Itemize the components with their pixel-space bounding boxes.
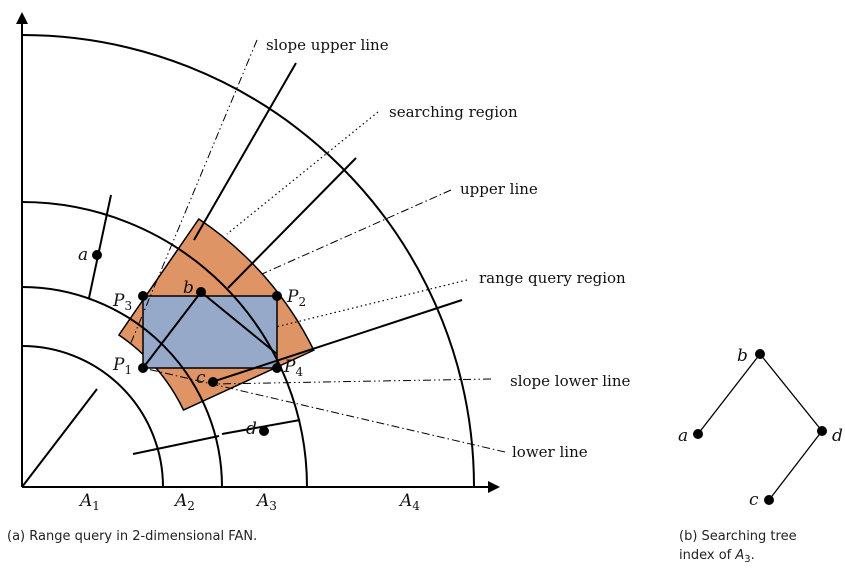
text-searching-region: searching region xyxy=(389,103,518,121)
tree-label-a: a xyxy=(678,426,688,446)
corner-p2 xyxy=(272,291,282,301)
point-a xyxy=(92,250,102,260)
fan-diagram: a b c d P3 P2 P1 P4 A1 A2 A3 A4 slope xyxy=(7,12,631,544)
label-p3: P3 xyxy=(112,291,132,313)
partition-ray-inner xyxy=(21,388,98,488)
partition-ray-3d xyxy=(211,299,463,383)
text-slope-lower-line: slope lower line xyxy=(510,372,631,390)
upper-line xyxy=(261,189,452,275)
caption-a: (a) Range query in 2-dimensional FAN. xyxy=(7,529,257,544)
label-point-b: b xyxy=(183,278,194,298)
arc-ring-1 xyxy=(21,345,164,488)
tree-edge-b-d xyxy=(759,353,823,432)
partition-ray-3a xyxy=(193,62,297,241)
text-lower-line: lower line xyxy=(512,443,588,461)
tree-node-a xyxy=(693,429,703,439)
tree-edge-d-c xyxy=(768,430,823,501)
caption-b-line1: (b) Searching tree xyxy=(679,529,797,544)
slope-lower-line xyxy=(212,378,492,385)
text-upper-line: upper line xyxy=(460,180,538,198)
corner-p1 xyxy=(138,363,148,373)
tree-label-c: c xyxy=(749,490,759,510)
point-b xyxy=(196,287,206,297)
label-point-c: c xyxy=(196,368,206,388)
searching-region-leader xyxy=(226,111,379,235)
partition-ray-3b xyxy=(227,157,357,289)
label-p2: P2 xyxy=(286,287,306,309)
caption-b-line2: index of A3. xyxy=(679,548,755,565)
range-query-region-leader xyxy=(275,279,468,328)
search-tree: b a d c (b) Searching tree index of A3. xyxy=(678,346,843,565)
point-c xyxy=(208,377,218,387)
corner-p4 xyxy=(272,363,282,373)
label-p1: P1 xyxy=(112,355,132,377)
tree-node-c xyxy=(764,495,774,505)
tree-node-d xyxy=(817,426,827,436)
label-a2: A2 xyxy=(173,491,195,513)
text-slope-upper-line: slope upper line xyxy=(266,36,389,54)
label-p4: P4 xyxy=(283,357,303,379)
slope-upper-line xyxy=(129,39,258,346)
tree-label-b: b xyxy=(737,346,748,366)
tree-edge-b-a xyxy=(697,353,761,435)
label-a1: A1 xyxy=(78,491,100,513)
arc-ring-2 xyxy=(21,286,223,488)
label-a3: A3 xyxy=(255,491,277,513)
partition-ray-2b xyxy=(132,435,220,455)
text-range-query-region: range query region xyxy=(479,269,626,287)
tree-node-b xyxy=(755,349,765,359)
label-point-d: d xyxy=(246,419,257,439)
partition-ray-2a xyxy=(88,194,112,299)
tree-label-d: d xyxy=(832,426,843,446)
arc-ring-4 xyxy=(21,34,475,488)
partition-ray-3c xyxy=(200,291,278,355)
label-a4: A4 xyxy=(398,491,420,513)
label-point-a: a xyxy=(78,245,88,265)
arc-ring-3 xyxy=(21,201,308,488)
partition-ray-inner-b xyxy=(142,291,202,369)
point-d xyxy=(259,426,269,436)
corner-p3 xyxy=(138,291,148,301)
range-query-region xyxy=(142,295,278,369)
